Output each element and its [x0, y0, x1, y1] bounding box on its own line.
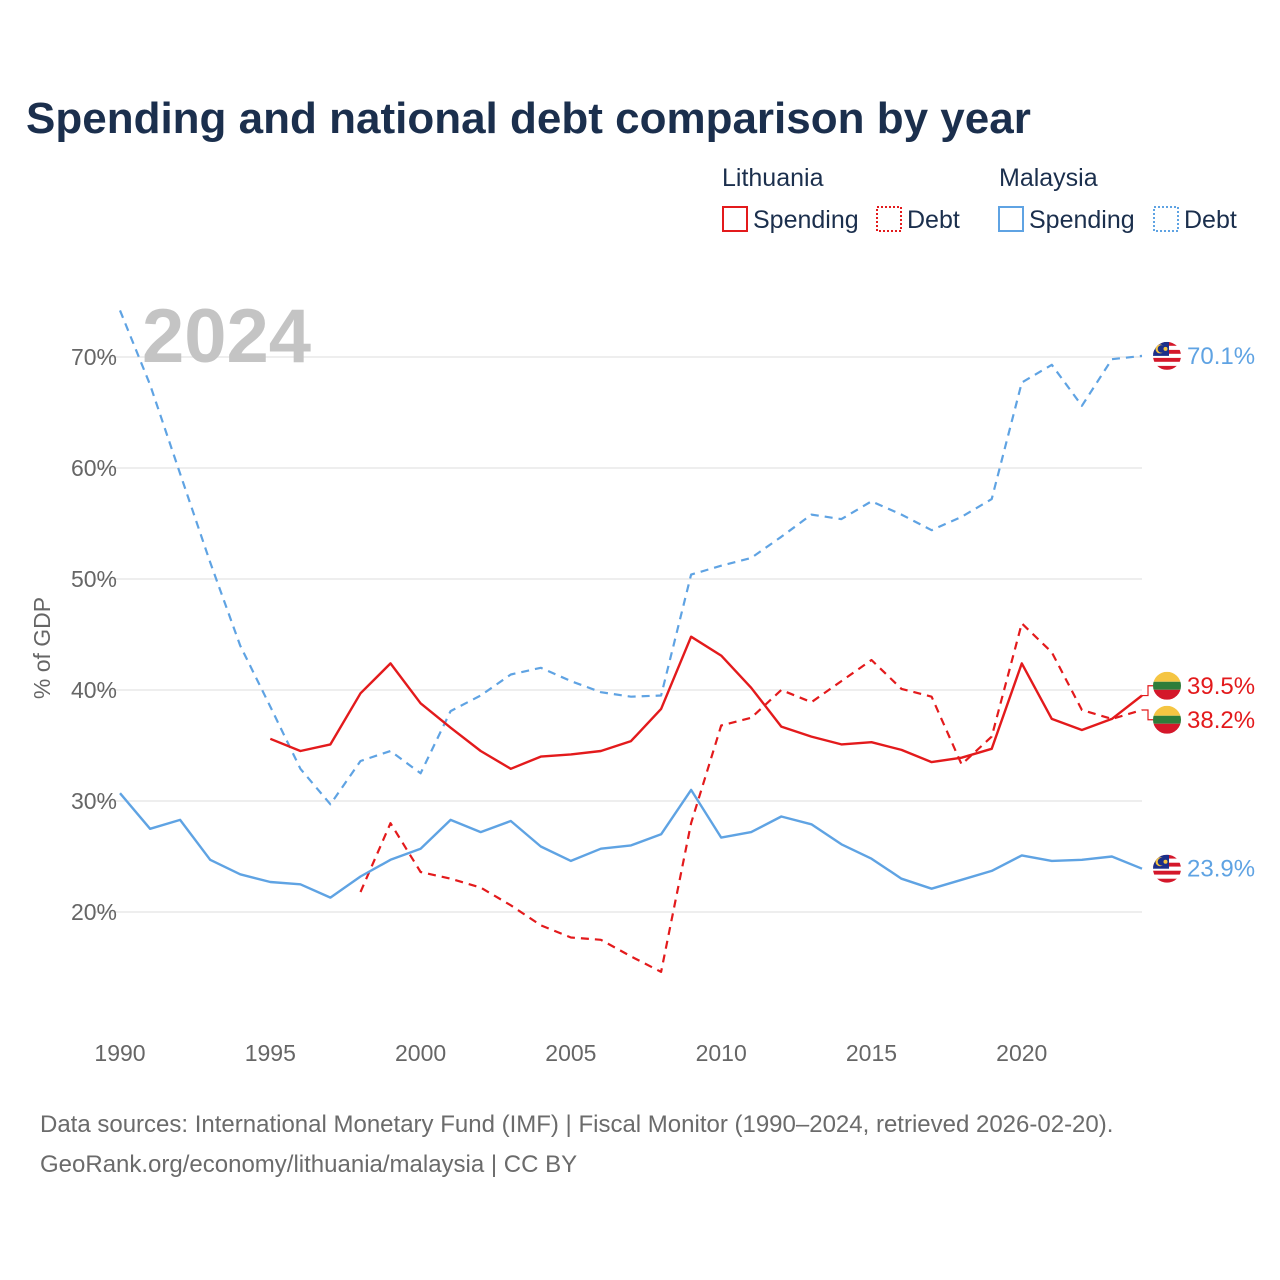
footer-credit: GeoRank.org/economy/lithuania/malaysia |…	[40, 1151, 577, 1178]
series-line-malaysia-debt	[118, 309, 1143, 806]
x-tick-label: 2020	[996, 1040, 1047, 1066]
legend-label-lithuania-spending: Spending	[753, 206, 859, 234]
series-line-lithuania-spending	[269, 635, 1143, 770]
legend: Lithuania Spending Debt Malaysia Spendin…	[722, 164, 1237, 234]
y-axis-label: % of GDP	[29, 597, 55, 699]
end-label-connector	[1142, 709, 1153, 721]
series-lines	[118, 309, 1143, 974]
legend-swatch-malaysia-debt	[1153, 206, 1179, 232]
y-tick-label: 30%	[71, 788, 117, 814]
y-axis-ticks: 20% 30% 40% 50% 60% 70%	[71, 344, 117, 925]
x-tick-label: 2005	[545, 1040, 596, 1066]
x-tick-label: 2000	[395, 1040, 446, 1066]
legend-swatch-lithuania-debt	[876, 206, 902, 232]
legend-group-malaysia: Malaysia	[999, 164, 1098, 192]
current-year-watermark: 2024	[142, 294, 311, 379]
legend-swatch-malaysia-spending	[998, 206, 1024, 232]
end-label-lithuania-debt: 38.2%	[1187, 707, 1255, 734]
grid-lines	[96, 356, 1142, 913]
legend-swatch-lithuania-spending	[722, 206, 748, 232]
y-tick-label: 20%	[71, 899, 117, 925]
end-label-malaysia-spending: 23.9%	[1187, 856, 1255, 883]
end-labels: 70.1% 39.5% 38.2% 23.9%	[1142, 341, 1255, 883]
x-tick-label: 2010	[696, 1040, 747, 1066]
lithuania-flag-icon	[1153, 671, 1181, 700]
legend-label-lithuania-debt: Debt	[907, 206, 960, 234]
legend-label-malaysia-debt: Debt	[1184, 206, 1237, 234]
lithuania-flag-icon	[1153, 705, 1181, 734]
x-tick-label: 2015	[846, 1040, 897, 1066]
y-tick-label: 60%	[71, 455, 117, 481]
x-tick-label: 1990	[94, 1040, 145, 1066]
end-label-connector	[1142, 685, 1153, 697]
series-line-lithuania-debt	[359, 622, 1143, 974]
chart-title: Spending and national debt comparison by…	[26, 94, 1031, 143]
malaysia-flag-icon	[1153, 341, 1181, 370]
x-axis-ticks: 1990 1995 2000 2005 2010 2015 2020	[94, 1040, 1047, 1066]
legend-group-lithuania: Lithuania	[722, 164, 824, 192]
end-label-lithuania-spending: 39.5%	[1187, 673, 1255, 700]
y-tick-label: 70%	[71, 344, 117, 370]
series-line-malaysia-spending	[119, 788, 1143, 899]
legend-label-malaysia-spending: Spending	[1029, 206, 1135, 234]
x-tick-label: 1995	[245, 1040, 296, 1066]
y-tick-label: 50%	[71, 566, 117, 592]
y-tick-label: 40%	[71, 677, 117, 703]
end-label-malaysia-debt: 70.1%	[1187, 343, 1255, 370]
footer-sources: Data sources: International Monetary Fun…	[40, 1111, 1113, 1138]
series-points	[119, 310, 1143, 972]
malaysia-flag-icon	[1153, 854, 1181, 883]
